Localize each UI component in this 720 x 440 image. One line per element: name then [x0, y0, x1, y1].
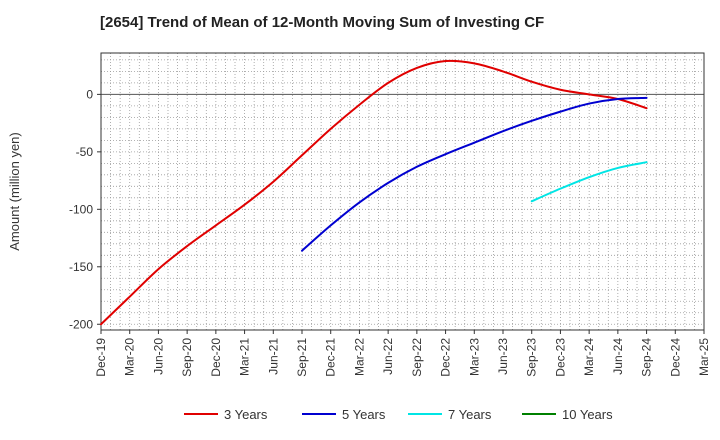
x-tick-label: Mar-22: [352, 338, 366, 376]
x-tick-label: Sep-20: [180, 338, 194, 377]
x-tick-label: Mar-23: [467, 338, 481, 376]
x-tick-label: Mar-21: [238, 338, 252, 376]
x-tick-label: Mar-24: [582, 338, 596, 376]
x-tick-label: Jun-22: [381, 338, 395, 375]
x-tick-label: Dec-22: [439, 338, 453, 377]
x-tick-label: Sep-24: [640, 338, 654, 377]
x-tick-label: Dec-23: [553, 338, 567, 377]
plot-border: [100, 52, 705, 331]
x-tick-label: Dec-20: [209, 338, 223, 377]
y-tick-label: -50: [76, 145, 94, 159]
x-tick-label: Sep-22: [410, 338, 424, 377]
series-line-2: [301, 96, 648, 252]
x-tick-label: Jun-20: [151, 338, 165, 375]
x-tick-label: Jun-24: [611, 338, 625, 375]
chart-title: [2654] Trend of Mean of 12-Month Moving …: [100, 14, 545, 31]
x-tick-label: Sep-21: [295, 338, 309, 377]
x-tick-label: Mar-25: [697, 338, 711, 376]
y-tick-label: -200: [69, 317, 93, 331]
x-tick-label: Jun-21: [266, 338, 280, 375]
legend-label: 7 Years: [448, 407, 492, 422]
x-tick-label: Dec-19: [94, 338, 108, 377]
x-tick-label: Dec-24: [668, 338, 682, 377]
x-tick-label: Jun-23: [496, 338, 510, 375]
series-line-3: [530, 161, 648, 203]
y-axis-label: Amount (million yen): [7, 132, 22, 251]
x-tick-label: Mar-20: [123, 338, 137, 376]
series-line-1: [100, 59, 648, 326]
legend-label: 10 Years: [562, 407, 613, 422]
legend-label: 3 Years: [224, 407, 268, 422]
x-tick-label: Dec-21: [324, 338, 338, 377]
plot-area: [101, 53, 704, 330]
legend-label: 5 Years: [342, 407, 386, 422]
y-tick-label: -150: [69, 260, 93, 274]
y-tick-label: 0: [86, 87, 93, 101]
y-tick-label: -100: [69, 202, 93, 216]
x-tick-label: Sep-23: [525, 338, 539, 377]
